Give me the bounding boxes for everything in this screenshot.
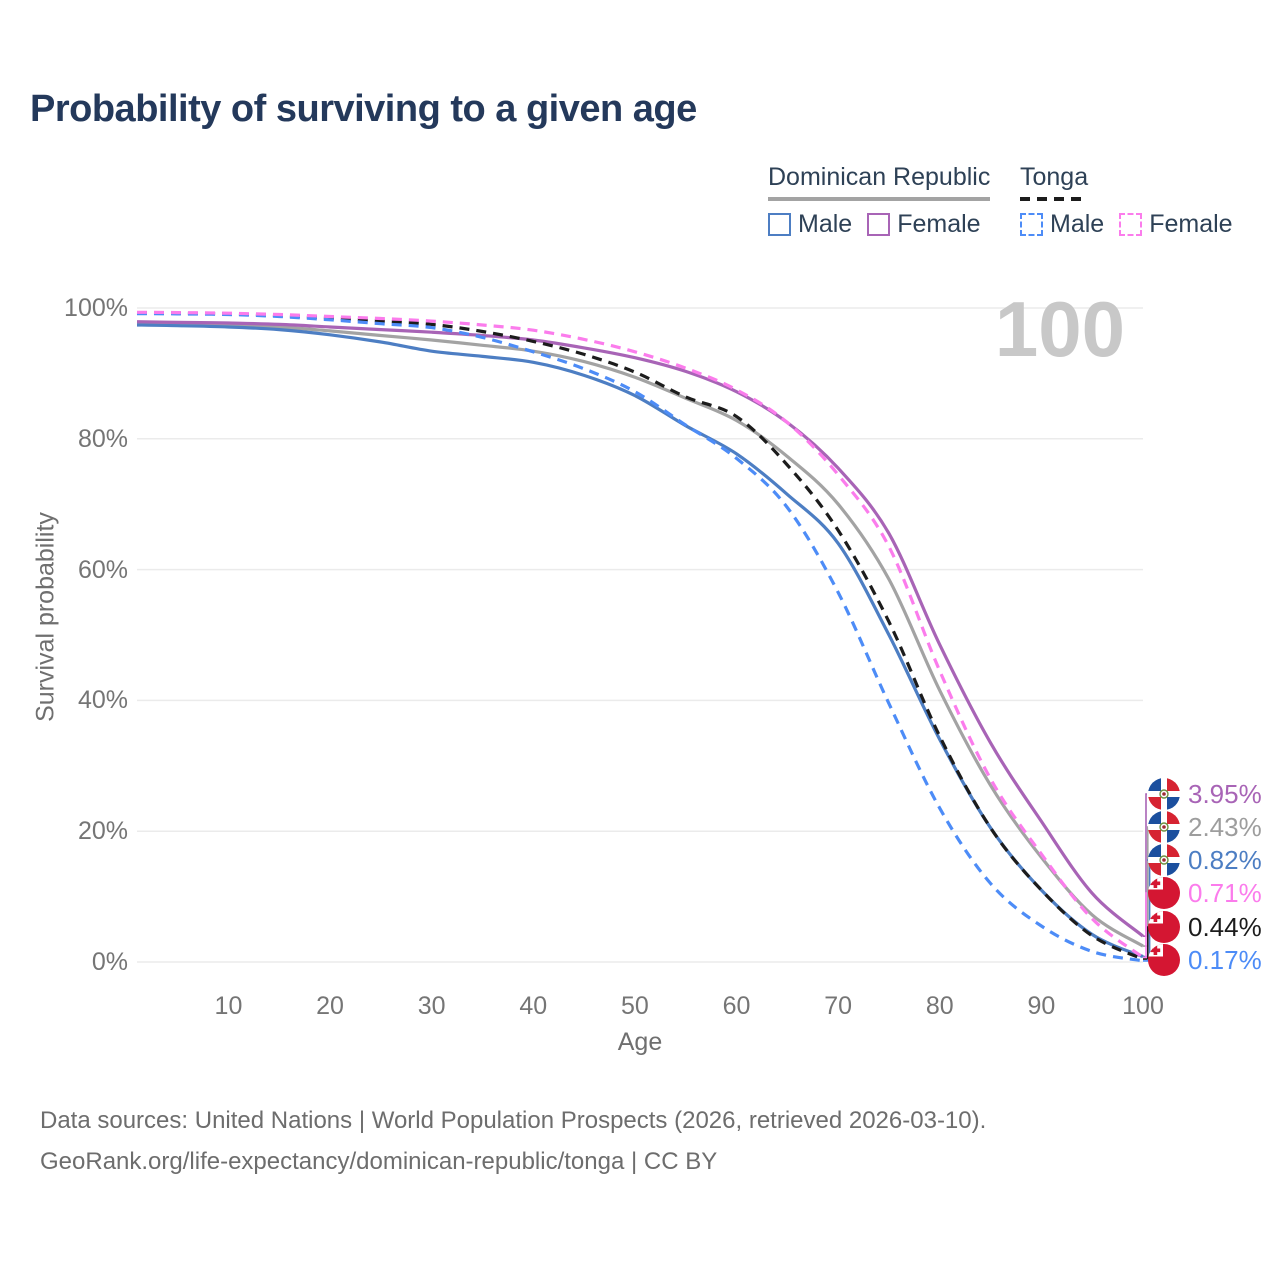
legend-entry-dominican-republic-male[interactable]: Male bbox=[768, 210, 852, 239]
legend-entry-label: Female bbox=[897, 210, 981, 238]
x-tick-40: 40 bbox=[519, 992, 548, 1020]
leader-line-3 bbox=[1143, 892, 1147, 959]
y-tick-100: 100% bbox=[64, 294, 128, 322]
end-label-row-dominican-republic-3.95: 3.95% bbox=[1148, 777, 1262, 811]
legend-group-tonga: Tonga Male Female bbox=[1020, 163, 1233, 239]
x-tick-70: 70 bbox=[824, 992, 853, 1020]
end-value-label: 2.43% bbox=[1188, 811, 1262, 842]
end-value-label: 0.44% bbox=[1188, 911, 1262, 942]
tonga-line-swatch bbox=[1020, 197, 1089, 201]
series-line-tonga-both[interactable] bbox=[136, 311, 1144, 961]
legend-entry-tonga-female[interactable]: Female bbox=[1119, 210, 1233, 239]
legend-country-tonga-label: Tonga bbox=[1020, 163, 1089, 191]
tonga-flag-icon bbox=[1148, 944, 1180, 976]
end-label-row-tonga-0.71: 0.71% bbox=[1148, 876, 1262, 910]
end-value-label: 0.71% bbox=[1188, 877, 1262, 908]
leader-line-0 bbox=[1143, 793, 1147, 937]
x-tick-80: 80 bbox=[925, 992, 954, 1020]
tonga-female-swatch bbox=[1119, 213, 1143, 236]
y-tick-0: 0% bbox=[91, 948, 128, 976]
end-label-row-tonga-0.44: 0.44% bbox=[1148, 910, 1262, 944]
y-tick-80: 80% bbox=[77, 424, 128, 453]
end-label-row-dominican-republic-0.82: 0.82% bbox=[1148, 843, 1262, 877]
y-tick-60: 60% bbox=[77, 555, 128, 584]
series-line-tonga-male[interactable] bbox=[136, 312, 1144, 963]
age-watermark: 100 bbox=[994, 285, 1125, 373]
series-line-dominican-republic-both[interactable] bbox=[136, 321, 1144, 948]
dominican-republic-male-swatch bbox=[768, 213, 791, 236]
series-line-tonga-female[interactable] bbox=[136, 310, 1144, 959]
x-tick-50: 50 bbox=[621, 992, 649, 1020]
end-value-label: 0.82% bbox=[1188, 844, 1262, 875]
footer-data-sources: Data sources: United Nations | World Pop… bbox=[40, 1107, 987, 1134]
legend-country-dominican-republic[interactable]: Dominican Republic bbox=[768, 163, 991, 201]
footer-attribution: Data sources: United Nations | World Pop… bbox=[40, 1100, 986, 1182]
x-tick-100: 100 bbox=[1122, 992, 1164, 1020]
legend-entry-label: Female bbox=[1149, 210, 1233, 238]
leader-line-4 bbox=[1143, 926, 1149, 960]
x-tick-20: 20 bbox=[316, 992, 344, 1020]
legend-entry-label: Male bbox=[1050, 210, 1105, 238]
x-tick-60: 60 bbox=[722, 992, 751, 1020]
end-value-label: 0.17% bbox=[1188, 944, 1262, 975]
y-axis-title: Survival probability bbox=[31, 512, 60, 722]
dominican-republic-flag-icon bbox=[1148, 844, 1180, 876]
x-tick-90: 90 bbox=[1027, 992, 1056, 1020]
tonga-flag-icon bbox=[1148, 911, 1180, 943]
x-tick-30: 30 bbox=[417, 992, 446, 1020]
legend-entry-dominican-republic-female[interactable]: Female bbox=[867, 210, 981, 239]
legend-entries-dominican-republic: Male Female bbox=[768, 210, 990, 239]
series-line-dominican-republic-female[interactable] bbox=[136, 320, 1145, 938]
y-tick-40: 40% bbox=[77, 686, 128, 715]
legend-group-dominican-republic: Dominican Republic Male Female bbox=[768, 163, 991, 239]
legend-country-tonga[interactable]: Tonga bbox=[1020, 163, 1089, 201]
page-title: Probability of surviving to a given age bbox=[30, 88, 697, 130]
x-tick-10: 10 bbox=[214, 992, 243, 1020]
end-label-row-tonga-0.17: 0.17% bbox=[1148, 943, 1262, 977]
x-axis-title: Age bbox=[617, 1028, 663, 1056]
legend-country-dominican-republic-label: Dominican Republic bbox=[768, 163, 991, 191]
legend-entry-tonga-male[interactable]: Male bbox=[1020, 210, 1104, 239]
end-value-label: 3.95% bbox=[1188, 778, 1262, 809]
dominican-republic-female-swatch bbox=[867, 213, 891, 236]
y-tick-20: 20% bbox=[77, 817, 128, 846]
legend-entry-label: Male bbox=[798, 210, 853, 238]
dominican-republic-flag-icon bbox=[1148, 811, 1180, 843]
tonga-male-swatch bbox=[1020, 213, 1043, 236]
dominican-republic-flag-icon bbox=[1148, 778, 1180, 810]
dominican-republic-line-swatch bbox=[768, 197, 991, 201]
legend-entries-tonga: Male Female bbox=[1020, 210, 1233, 239]
series-line-dominican-republic-male[interactable] bbox=[136, 323, 1144, 959]
tonga-flag-icon bbox=[1148, 877, 1180, 909]
footer-url: GeoRank.org/life-expectancy/dominican-re… bbox=[40, 1148, 718, 1175]
end-label-row-dominican-republic-2.43: 2.43% bbox=[1148, 810, 1262, 844]
